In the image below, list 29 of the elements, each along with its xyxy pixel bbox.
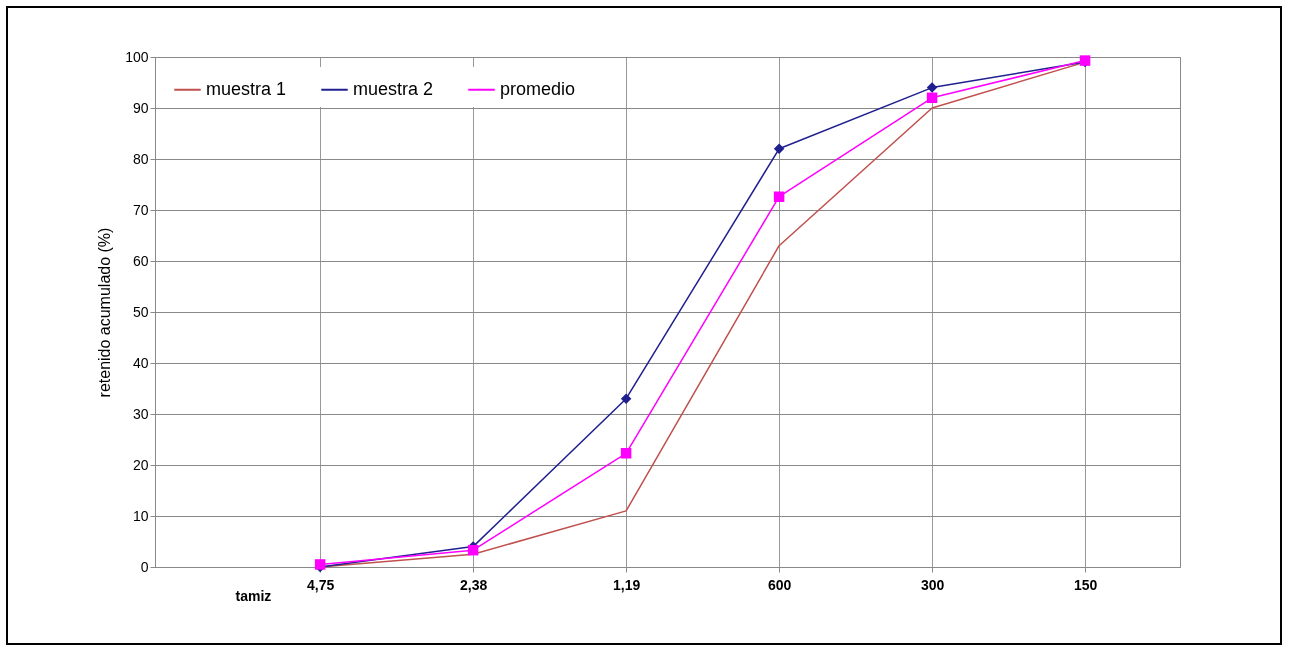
point [620, 448, 632, 459]
x-tick-label: 600 [767, 576, 792, 593]
y-tick-label: 20 [132, 456, 149, 473]
point [926, 92, 938, 104]
y-tick-label: 40 [132, 354, 149, 371]
y-tick-label: 90 [132, 99, 149, 116]
x-axis-title: tamiz [235, 587, 272, 604]
legend-label: muestra 1 [206, 78, 287, 99]
y-tick-label: 0 [140, 558, 149, 575]
y-tick-label: 70 [132, 201, 149, 218]
point [773, 191, 785, 202]
point [926, 82, 938, 93]
y-tick-label: 10 [132, 507, 149, 524]
x-tick-label: 150 [1073, 576, 1098, 593]
point [773, 143, 785, 155]
y-tick-label: 80 [132, 150, 149, 167]
y-tick-label: 100 [125, 48, 149, 65]
x-tick-label: 4,75 [307, 576, 335, 593]
x-tick-label: 2,38 [460, 576, 488, 593]
y-tick-label: 50 [132, 303, 149, 320]
point [467, 544, 479, 556]
y-tick-label: 30 [132, 405, 149, 422]
point [620, 393, 632, 404]
legend-label: promedio [500, 78, 576, 99]
y-tick-label: 60 [132, 252, 149, 269]
x-tick-label: 1,19 [612, 576, 641, 593]
y-axis-title: retenido acumulado (%) [96, 227, 114, 398]
legend-label: muestra 2 [353, 78, 434, 99]
x-tick-label: 300 [920, 576, 945, 593]
